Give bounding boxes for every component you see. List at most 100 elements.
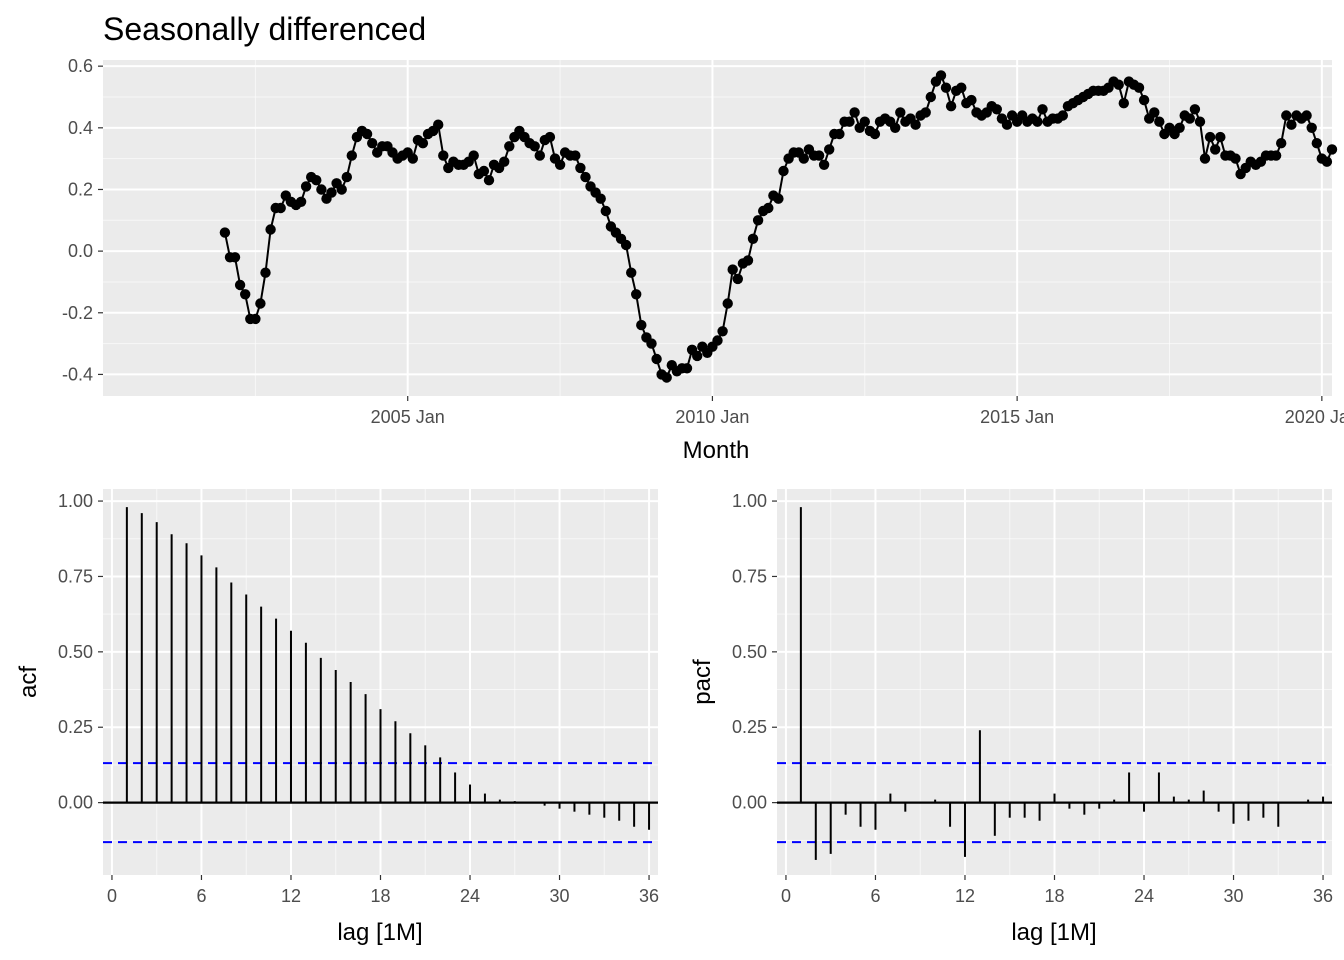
acf-y-axis-label: acf [15,666,42,698]
timeseries-point [316,184,327,195]
pacf-confidence-bounds [777,762,1332,844]
timeseries-point [1199,153,1211,164]
timeseries-y-tick-label: 0.2 [68,179,93,199]
timeseries-point [554,159,566,170]
acf-x-tick-label: 24 [460,886,480,906]
acf-y-ticks: 1.00 0.75 0.50 0.25 0.00 [58,491,103,813]
timeseries-point [326,187,337,198]
timeseries-point [1194,116,1206,127]
acf-x-tick-label: 12 [281,886,301,906]
timeseries-point [483,175,495,186]
timeseries-point [895,107,906,118]
pacf-y-tick-label: 1.00 [732,491,767,511]
timeseries-x-tick-label: 2010 Jan [675,407,749,427]
timeseries-point [499,156,510,167]
timeseries-point [250,313,261,325]
timeseries-point [991,104,1002,115]
timeseries-point [1113,79,1124,90]
timeseries-point [478,165,490,177]
timeseries-point [869,128,881,140]
timeseries-point [295,196,307,207]
timeseries-point [1037,104,1048,115]
acf-y-tick-label: 0.00 [58,793,93,813]
timeseries-point [1276,138,1287,149]
timeseries-point [626,267,637,278]
timeseries-point [849,107,860,118]
timeseries-point [275,202,286,214]
timeseries-series [219,70,1338,383]
timeseries-point [844,116,855,127]
timeseries-point [544,131,556,143]
timeseries-panel: 0.6 0.4 0.2 0.0 -0.2 -0.4 2005 Jan 2010 Jan 201… [62,56,1344,464]
timeseries-point [1301,110,1312,121]
timeseries-point [1286,119,1297,130]
timeseries-y-tick-label: 0.6 [68,56,93,76]
timeseries-point [300,181,312,192]
timeseries-point [940,82,952,93]
timeseries-point [1149,107,1160,118]
acf-x-ticks: 0 6 12 18 24 30 36 [107,875,659,906]
timeseries-x-tick-label: 2020 Jan [1285,407,1344,427]
pacf-x-tick-label: 6 [870,886,880,906]
timeseries-point [1321,156,1333,167]
timeseries-point [763,202,774,214]
timeseries-point [752,215,764,226]
timeseries-point [813,150,825,161]
timeseries-point [1306,122,1317,133]
timeseries-point [570,150,581,161]
timeseries-point [646,338,657,349]
timeseries-point [1057,110,1069,121]
timeseries-point [631,289,642,300]
pacf-x-tick-label: 12 [955,886,975,906]
timeseries-point [438,150,449,161]
pacf-y-tick-label: 0.00 [732,793,767,813]
timeseries-point [240,289,251,300]
timeseries-x-tick-label: 2005 Jan [371,407,445,427]
acf-x-tick-label: 0 [107,886,117,906]
timeseries-point [890,122,901,133]
pacf-x-axis-label: lag [1M] [1011,919,1096,946]
timeseries-point [265,224,276,235]
timeseries-x-axis-label: Month [683,437,750,464]
timeseries-point [778,165,789,177]
pacf-x-tick-label: 36 [1313,886,1333,906]
pacf-x-ticks: 0 6 12 18 24 30 36 [781,875,1333,906]
timeseries-y-ticks: 0.6 0.4 0.2 0.0 -0.2 -0.4 [62,56,103,384]
timeseries-point [636,319,647,331]
timeseries-point [1204,131,1216,143]
timeseries-point [1311,138,1323,149]
timeseries-point [575,162,586,174]
pacf-y-tick-label: 0.50 [732,642,767,662]
pacf-x-tick-label: 18 [1044,886,1064,906]
timeseries-point [651,353,662,365]
timeseries-point [534,150,545,161]
acf-bars [103,507,658,830]
timeseries-y-tick-label: -0.4 [62,364,93,384]
acf-x-tick-label: 6 [196,886,206,906]
timeseries-point [341,171,352,183]
pacf-y-tick-label: 0.25 [732,717,767,737]
timeseries-point [1210,144,1221,155]
timeseries-point [945,101,957,112]
acf-x-tick-label: 18 [370,886,390,906]
timeseries-point [1032,116,1043,127]
timeseries-point [1270,150,1282,161]
timeseries-point [1215,131,1226,143]
timeseries-point [722,298,733,309]
pacf-y-tick-label: 0.75 [732,566,767,586]
timeseries-point [920,107,931,118]
acf-y-tick-label: 0.75 [58,566,93,586]
pacf-y-ticks: 1.00 0.75 0.50 0.25 0.00 [732,491,777,813]
timeseries-point [529,141,540,152]
timeseries-point [580,171,591,183]
timeseries-point [600,205,611,217]
acf-x-axis-label: lag [1M] [337,919,422,946]
timeseries-point [834,128,845,140]
timeseries-point [742,255,754,266]
timeseries-point [935,70,947,81]
pacf-x-tick-label: 0 [781,886,791,906]
pacf-panel: 1.00 0.75 0.50 0.25 0.00 0 6 12 18 24 30 36 lag [1… [689,489,1333,946]
timeseries-point [367,138,378,149]
timeseries-point [1326,144,1338,155]
timeseries-point [219,227,231,238]
